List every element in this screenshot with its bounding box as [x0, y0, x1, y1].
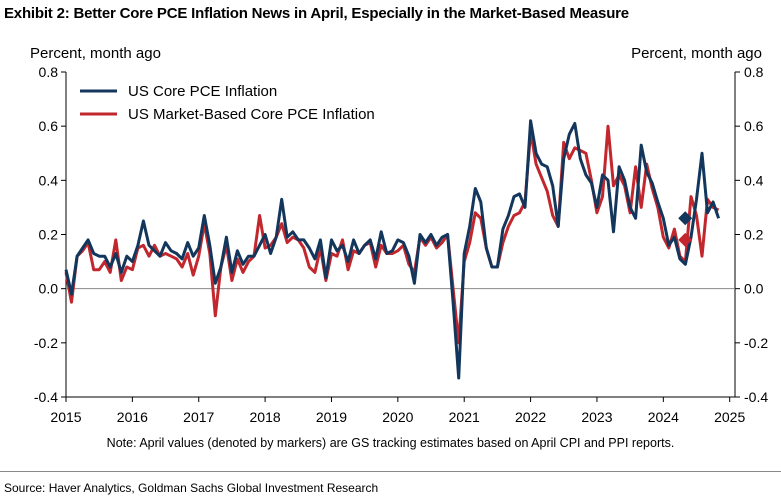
market-based-pce-line	[64, 124, 720, 345]
right-y-tick-label: 0.2	[744, 227, 764, 243]
chart-title: Exhibit 2: Better Core PCE Inflation New…	[4, 5, 629, 22]
core-pce-line	[64, 119, 721, 380]
x-tick-label: 2018	[250, 409, 281, 425]
x-tick-label: 2023	[581, 409, 612, 425]
x-tick-label: 2019	[316, 409, 347, 425]
axes: 0.8 0.8 0.6 0.6 0.4 0.4 0.2 0.2 0.0 0.0 -0.2 -0.2 -0…	[34, 64, 768, 425]
left-y-tick-label: -0.2	[34, 335, 58, 351]
series-layer	[64, 119, 721, 380]
left-y-tick-label: 0.8	[39, 64, 59, 80]
left-y-tick-label: 0.6	[39, 118, 59, 134]
right-y-tick-label: -0.2	[744, 335, 768, 351]
right-y-tick-label: 0.4	[744, 172, 764, 188]
x-tick-label: 2020	[382, 409, 413, 425]
x-tick-label: 2021	[449, 409, 480, 425]
x-tick-label: 2025	[714, 409, 745, 425]
right-y-tick-label: 0.0	[744, 281, 764, 297]
legend-label: US Market-Based Core PCE Inflation	[128, 106, 375, 123]
left-axis-label: Percent, month ago	[30, 45, 161, 62]
right-y-tick-label: 0.8	[744, 64, 764, 80]
x-tick-label: 2016	[117, 409, 148, 425]
source-note: Source: Haver Analytics, Goldman Sachs G…	[4, 481, 379, 495]
market-based-pce-april-marker	[678, 232, 693, 247]
left-y-tick-label: 0.2	[39, 227, 59, 243]
left-y-tick-label: 0.0	[39, 281, 59, 297]
left-y-tick-label: -0.4	[34, 389, 58, 405]
x-tick-label: 2017	[183, 409, 214, 425]
chart: Percent, month ago Percent, month ago 0.…	[30, 45, 768, 425]
divider	[0, 471, 781, 472]
x-tick-label: 2015	[50, 409, 81, 425]
core-pce-april-marker	[678, 211, 693, 226]
left-y-tick-label: 0.4	[39, 172, 59, 188]
legend: US Core PCE Inflation US Market-Based Cor…	[80, 83, 375, 123]
right-y-tick-label: -0.4	[744, 389, 768, 405]
right-axis-label: Percent, month ago	[631, 45, 762, 62]
right-y-tick-label: 0.6	[744, 118, 764, 134]
x-tick-label: 2022	[515, 409, 546, 425]
x-tick-label: 2024	[648, 409, 679, 425]
chart-note: Note: April values (denoted by markers) …	[106, 436, 675, 450]
legend-label: US Core PCE Inflation	[128, 83, 277, 100]
